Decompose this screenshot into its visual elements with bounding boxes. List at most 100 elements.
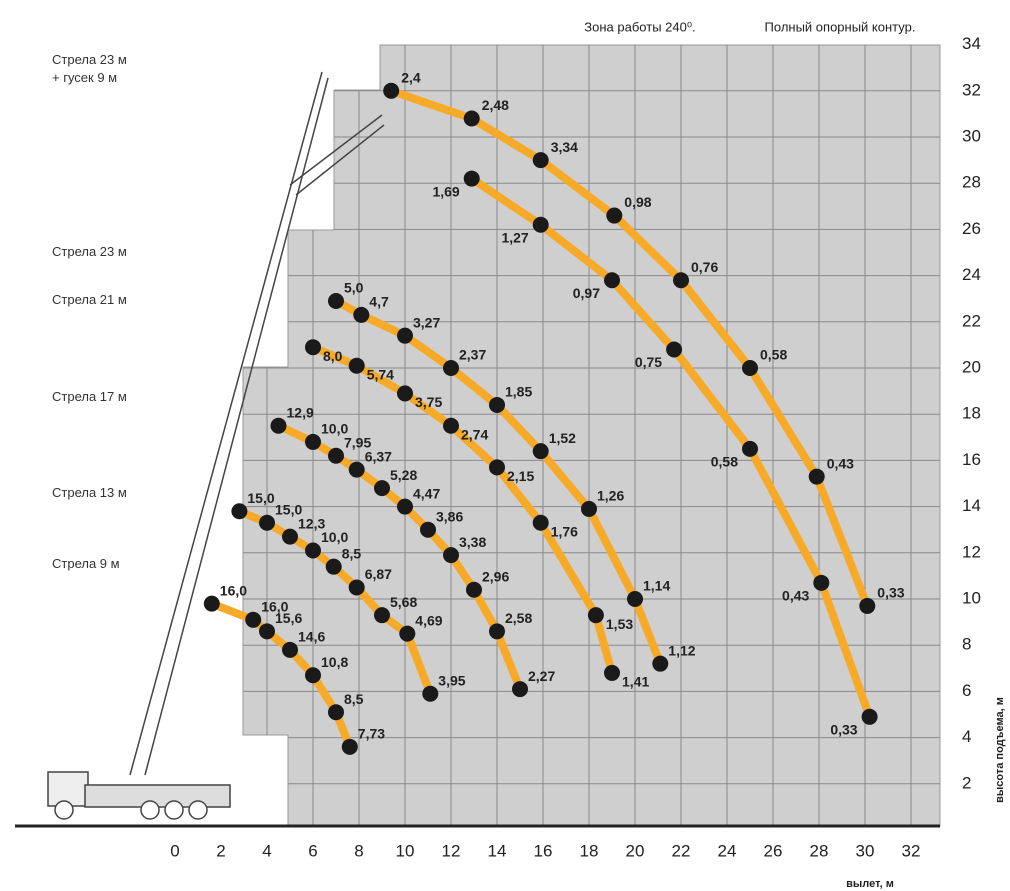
load-point [328,447,344,464]
load-point [512,681,528,698]
load-label: 5,28 [390,467,417,483]
load-point [463,170,480,187]
y-tick-label: 6 [962,681,971,700]
y-tick-label: 18 [962,404,981,423]
x-tick-label: 22 [672,841,691,860]
x-tick-label: 28 [810,841,829,860]
load-label: 2,27 [528,668,555,684]
load-label: 16,0 [220,582,247,598]
load-point [532,514,549,531]
y-tick-label: 22 [962,311,981,330]
x-tick-label: 26 [764,841,783,860]
load-label: 15,0 [247,490,274,506]
load-point [489,623,505,640]
load-point [259,623,275,640]
load-point [245,611,262,628]
x-axis-label: вылет, м [846,878,894,890]
x-tick-label: 2 [216,841,225,860]
load-label: 7,73 [358,726,385,742]
load-point [673,272,689,289]
load-point [604,272,620,289]
y-tick-label: 28 [962,173,981,192]
load-point [742,360,758,376]
load-point [859,597,876,614]
load-point [348,357,365,374]
load-point [231,503,248,520]
load-point [652,655,669,672]
load-label: 8,0 [323,348,343,364]
load-point [489,396,505,413]
load-label: 1,76 [551,523,578,539]
load-label: 2,37 [459,347,486,363]
load-point [348,461,365,478]
load-label: 0,43 [827,455,854,471]
load-label: 1,85 [505,384,532,400]
boom-label: Стрела 13 м [52,485,127,500]
load-point [397,385,413,402]
load-point [374,607,390,624]
load-point [270,417,287,434]
header-contour: Полный опорный контур. [765,19,916,34]
load-label: 0,97 [573,285,600,301]
load-point [397,498,413,515]
y-tick-label: 12 [962,542,981,561]
load-label: 1,12 [668,642,695,658]
y-tick-label: 16 [962,450,981,469]
load-label: 1,52 [549,430,576,446]
load-point [861,708,878,725]
load-label: 0,58 [760,347,787,363]
load-label: 0,33 [877,585,904,601]
x-tick-label: 0 [170,841,179,860]
load-point [587,607,604,624]
load-label: 10,0 [321,529,348,545]
y-tick-label: 4 [962,727,971,746]
load-label: 0,58 [711,454,738,470]
load-curve [387,86,872,610]
load-label: 3,75 [415,394,442,410]
load-point [203,595,220,612]
load-label: 3,27 [413,314,440,330]
load-point [420,521,436,538]
x-tick-label: 12 [442,841,461,860]
x-tick-label: 10 [396,841,415,860]
x-tick-label: 16 [534,841,553,860]
boom-label: Стрела 23 м + гусек 9 м [52,52,127,85]
load-label: 1,69 [432,183,459,199]
load-label: 1,53 [606,616,633,632]
load-label: 1,26 [597,488,624,504]
load-label: 2,48 [482,97,509,113]
x-tick-label: 24 [718,841,737,860]
load-label: 7,95 [344,434,371,450]
load-label: 10,8 [321,654,348,670]
load-label: 1,41 [622,674,649,690]
load-label: 3,86 [436,508,463,524]
load-label: 4,7 [369,294,389,310]
load-label: 2,74 [461,426,488,442]
x-tick-label: 6 [308,841,317,860]
load-point [305,667,321,684]
load-label: 4,47 [413,485,440,501]
y-tick-label: 20 [962,357,981,376]
load-label: 14,6 [298,629,325,645]
load-point [443,417,459,434]
load-point [627,591,643,607]
y-tick-label: 14 [962,496,981,515]
load-point [422,685,439,702]
load-label: 3,34 [551,139,578,155]
load-label: 4,69 [415,612,442,628]
load-point [666,341,683,358]
load-point [466,581,482,598]
boom-label: Стрела 23 м [52,244,127,259]
load-point [463,110,480,127]
x-tick-label: 8 [354,841,363,860]
load-label: 6,37 [365,448,392,464]
load-label: 0,75 [635,354,662,370]
y-axis-label: высота подъема, м [994,697,1006,803]
y-tick-label: 8 [962,635,971,654]
load-label: 2,4 [401,70,421,86]
y-tick-label: 26 [962,219,981,238]
load-point [328,293,344,310]
load-point [443,547,459,564]
